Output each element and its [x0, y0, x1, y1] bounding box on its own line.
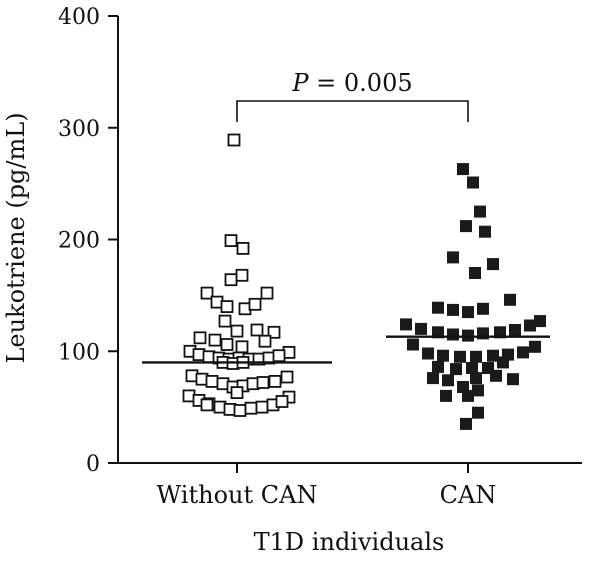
data-point-can — [450, 363, 462, 376]
data-point-without-can — [236, 241, 250, 255]
significance-bracket — [236, 100, 469, 122]
data-point-can — [487, 349, 499, 362]
data-point-can — [400, 318, 412, 331]
data-point-can — [466, 362, 478, 374]
data-point-can — [470, 350, 482, 363]
data-point-can — [507, 373, 519, 386]
data-point-can — [422, 347, 434, 360]
data-point-can — [477, 327, 489, 340]
data-point-can — [497, 356, 509, 369]
y-tick-label: 100 — [58, 340, 100, 365]
data-point-can — [474, 205, 486, 218]
y-ticks: 0 100 200 300 400 — [58, 5, 118, 477]
data-point-can — [442, 374, 454, 387]
data-point-can — [460, 417, 472, 430]
x-ticks: Without CAN CAN — [157, 463, 497, 509]
data-point-without-can — [218, 314, 232, 328]
data-point-without-can — [235, 268, 249, 282]
data-point-can — [432, 360, 444, 373]
data-point-can — [472, 384, 484, 397]
data-point-without-can — [193, 331, 207, 345]
data-point-can — [490, 369, 502, 382]
data-point-without-can — [250, 323, 264, 337]
data-point-without-can — [272, 349, 286, 363]
data-point-can — [469, 267, 481, 279]
x-tick-label: Without CAN — [157, 481, 318, 509]
data-point-without-can — [220, 300, 234, 314]
data-point-without-can — [230, 386, 244, 400]
x-tick-label: CAN — [440, 481, 497, 509]
data-point-can — [447, 303, 459, 316]
p-value-text: = 0.005 — [309, 69, 413, 97]
y-axis: 0 100 200 300 400 Leukotriene (pg/mL) — [2, 5, 119, 477]
data-point-can — [479, 225, 491, 238]
data-point-without-can — [200, 286, 214, 300]
data-point-can — [482, 362, 494, 374]
data-point-without-can — [255, 400, 269, 414]
data-point-can — [427, 372, 439, 385]
median-lines — [142, 335, 550, 364]
data-point-without-can — [205, 374, 219, 388]
data-point-without-can — [235, 340, 249, 354]
data-point-can — [454, 350, 466, 363]
data-point-can — [447, 251, 459, 264]
data-point-without-can — [275, 395, 289, 408]
data-point-without-can — [233, 404, 247, 417]
data-point-can — [509, 324, 521, 336]
p-symbol: P — [291, 69, 309, 97]
data-point-can — [432, 301, 444, 314]
data-point-can — [447, 328, 459, 341]
y-tick-label: 300 — [58, 117, 100, 142]
data-point-can — [529, 340, 541, 353]
data-point-without-can — [227, 133, 241, 147]
data-point-can — [437, 349, 449, 362]
y-axis-title: Leukotriene (pg/mL) — [2, 112, 30, 363]
data-point-without-can — [267, 325, 281, 339]
data-point-can — [487, 258, 499, 271]
data-point-without-can — [248, 297, 262, 311]
significance-annotation: P = 0.005 — [236, 69, 469, 122]
data-point-without-can — [256, 376, 270, 389]
data-point-without-can — [244, 401, 258, 415]
data-point-can — [524, 319, 536, 332]
data-points — [182, 133, 546, 430]
y-tick-label: 400 — [58, 5, 100, 30]
data-point-without-can — [224, 273, 238, 287]
data-point-can — [517, 346, 529, 359]
x-axis: Without CAN CAN T1D individuals — [118, 462, 582, 556]
data-point-can — [462, 389, 474, 402]
data-point-can — [534, 315, 546, 328]
data-point-without-can — [258, 334, 272, 348]
data-point-can — [472, 406, 484, 419]
data-point-without-can — [208, 333, 222, 347]
data-point-can — [462, 306, 474, 319]
data-point-can — [504, 293, 516, 306]
data-point-can — [477, 302, 489, 315]
data-point-without-can — [260, 286, 274, 300]
data-point-can — [440, 389, 452, 402]
data-point-without-can — [220, 338, 234, 351]
p-value-label: P = 0.005 — [291, 69, 412, 97]
data-point-without-can — [230, 324, 244, 338]
data-point-can — [460, 220, 472, 233]
data-point-can — [415, 322, 427, 335]
y-tick-label: 200 — [58, 229, 100, 254]
data-point-without-can — [280, 370, 294, 384]
data-point-can — [470, 372, 482, 385]
data-point-can — [467, 176, 479, 189]
data-point-can — [407, 338, 419, 351]
data-point-without-can — [200, 398, 214, 412]
x-axis-title: T1D individuals — [254, 528, 445, 556]
data-point-without-can — [224, 234, 238, 248]
y-tick-label: 0 — [86, 452, 100, 477]
data-point-without-can — [268, 374, 282, 388]
data-point-can — [457, 163, 469, 176]
